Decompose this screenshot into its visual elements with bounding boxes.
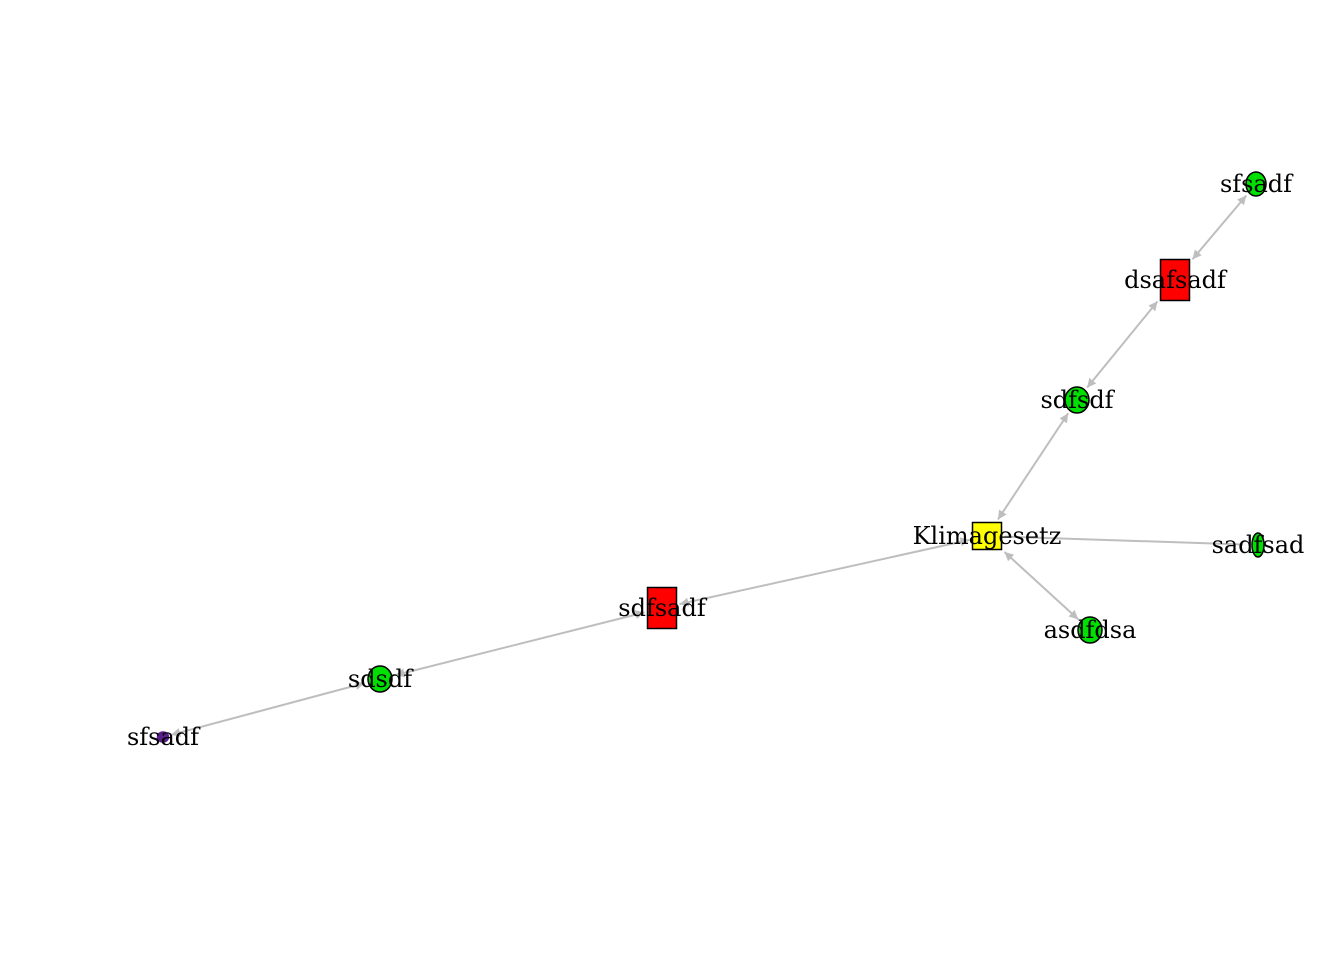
edge-n4-n5 [1004, 535, 1244, 546]
node-n3-circle [1064, 386, 1090, 414]
node-n2-rect [1159, 258, 1191, 302]
node-label-n5: sadfsad [1212, 531, 1305, 559]
node-n7-rect [646, 586, 678, 630]
edge-n3-n4 [997, 412, 1070, 521]
node-label-n2: dsafsadf [1124, 266, 1228, 294]
node-label-n1: sfsadf [1220, 170, 1294, 198]
node-label-n4: Klimagesetz [913, 522, 1062, 550]
node-label-n9: sfsadf [127, 723, 201, 751]
edges-layer [170, 194, 1248, 737]
edge-n4-n6 [1003, 551, 1079, 620]
node-label-n8: sdsdf [348, 665, 414, 693]
node-n5-circle [1251, 532, 1265, 558]
labels-layer: sfsadf dsafsadf sdfsdf Klimagesetz sadfsad as… [127, 170, 1304, 751]
node-label-n6: asdfdsa [1044, 616, 1137, 644]
edge-n8-n9 [170, 681, 365, 737]
node-n4-rect [971, 521, 1003, 551]
node-n1-circle [1245, 171, 1267, 197]
node-n8-circle [367, 665, 393, 693]
edge-n1-n2 [1191, 194, 1248, 260]
node-label-n3: sdfsdf [1040, 386, 1115, 414]
edge-n2-n3 [1086, 300, 1159, 389]
node-n9-circle [156, 731, 170, 743]
node-n6-circle [1077, 616, 1103, 644]
node-label-n7: sdfsadf [618, 594, 708, 622]
edge-n7-n8 [395, 610, 645, 678]
nodes-layer [156, 171, 1267, 743]
edge-n4-n7 [679, 537, 970, 607]
